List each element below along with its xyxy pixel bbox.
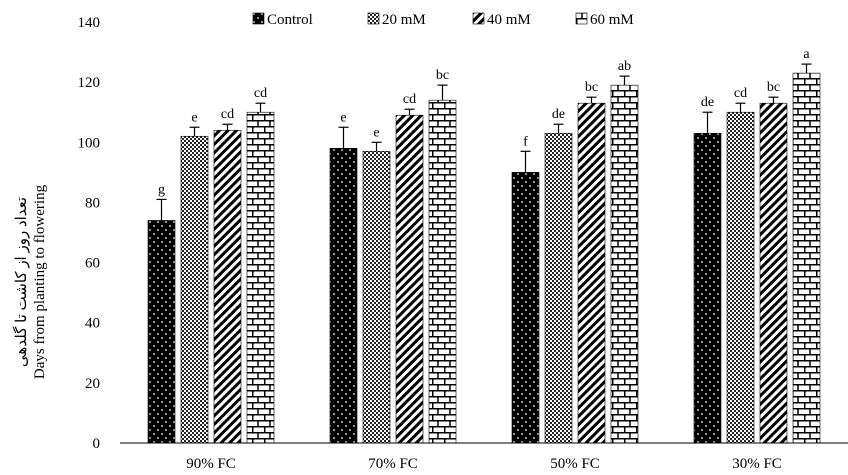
- bars: g e cd cd e e cd bc f de bc ab de cd bc a: [147, 47, 821, 444]
- legend-swatch: [472, 12, 485, 25]
- y-axis-label: تعداد روز از کاشت تا گلدهی Days from pla…: [12, 184, 48, 379]
- y-axis-label-en: Days from planting to flowering: [32, 184, 48, 379]
- legend-swatch: [367, 12, 380, 25]
- x-axis: 90% FC 70% FC 50% FC 30% FC: [186, 456, 782, 472]
- bar: [544, 132, 573, 444]
- y-tick-label: 120: [78, 75, 101, 91]
- significance-label: e: [340, 110, 346, 125]
- bar: [329, 148, 358, 444]
- bar: [362, 151, 391, 444]
- bar: [428, 99, 457, 444]
- y-tick-label: 80: [85, 195, 100, 211]
- y-tick-label: 20: [85, 376, 100, 392]
- significance-label: g: [158, 182, 165, 197]
- significance-label: e: [373, 125, 379, 140]
- x-tick-label: 30% FC: [732, 456, 782, 472]
- y-tick-label: 40: [85, 316, 100, 332]
- significance-label: de: [701, 95, 714, 110]
- significance-label: e: [191, 110, 197, 125]
- y-tick-label: 60: [85, 256, 100, 272]
- bar: [180, 135, 209, 444]
- legend-label: 40 mM: [487, 12, 531, 28]
- y-axis-label-fa: تعداد روز از کاشت تا گلدهی: [12, 197, 30, 367]
- x-tick-label: 50% FC: [550, 456, 600, 472]
- bar: [610, 84, 639, 444]
- bar: [693, 132, 722, 444]
- significance-label: bc: [585, 80, 598, 95]
- legend: Control 20 mM 40 mM 60 mM: [252, 12, 634, 28]
- legend-swatch: [252, 12, 265, 25]
- y-tick-label: 140: [78, 15, 101, 31]
- y-tick-label: 0: [93, 436, 101, 452]
- bar: [147, 220, 176, 444]
- bar: [511, 172, 540, 444]
- bar: [726, 111, 755, 444]
- y-tick-label: 100: [78, 135, 101, 151]
- significance-label: cd: [734, 86, 747, 101]
- bar: [213, 129, 242, 444]
- significance-label: cd: [221, 107, 234, 122]
- legend-label: 60 mM: [590, 12, 634, 28]
- significance-label: de: [552, 107, 565, 122]
- significance-label: a: [803, 47, 810, 62]
- x-tick-label: 90% FC: [186, 456, 236, 472]
- bar: [759, 102, 788, 444]
- y-axis: 0 20 40 60 80 100 120 140: [78, 15, 101, 452]
- legend-label: 20 mM: [382, 12, 426, 28]
- bar: [395, 114, 424, 444]
- bar: [577, 102, 606, 444]
- significance-label: f: [523, 134, 528, 149]
- significance-label: cd: [403, 92, 416, 107]
- bar: [246, 111, 275, 444]
- significance-label: ab: [618, 59, 631, 74]
- significance-label: bc: [767, 80, 780, 95]
- significance-label: cd: [254, 86, 267, 101]
- x-tick-label: 70% FC: [368, 456, 418, 472]
- legend-swatch: [575, 12, 588, 25]
- bar: [792, 72, 821, 444]
- significance-label: bc: [436, 68, 449, 83]
- legend-label: Control: [267, 12, 313, 28]
